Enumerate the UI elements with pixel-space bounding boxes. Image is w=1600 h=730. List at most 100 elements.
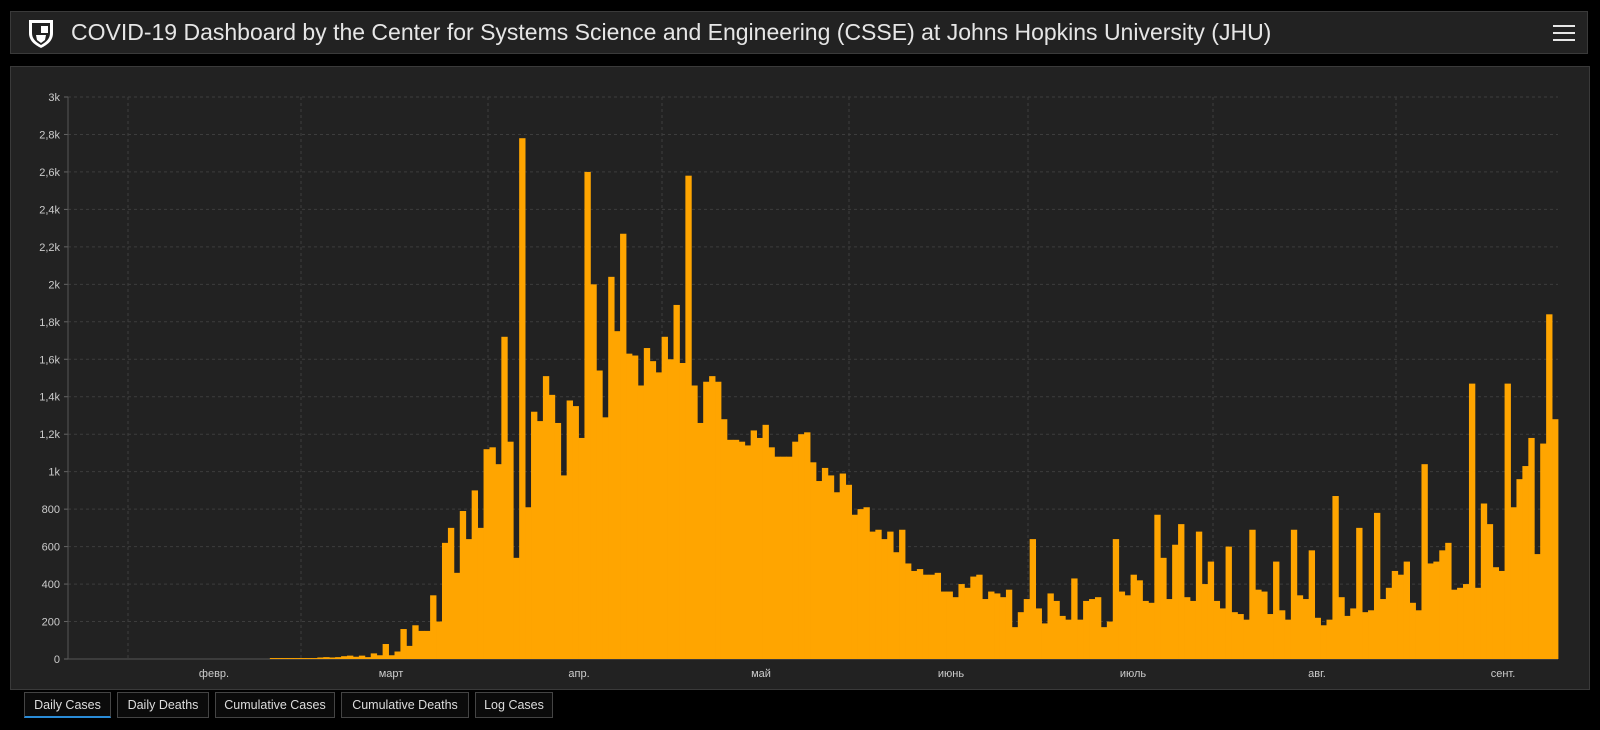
header-bar: COVID-19 Dashboard by the Center for Sys… [10, 11, 1588, 54]
bar [756, 437, 763, 659]
bar [1023, 599, 1031, 659]
bar [1546, 314, 1553, 659]
bar [667, 359, 674, 659]
bar [631, 355, 639, 659]
bar [1077, 619, 1084, 659]
bar [1255, 589, 1262, 659]
bar [513, 557, 520, 659]
bar [453, 572, 461, 659]
bar [1468, 383, 1476, 659]
jhu-shield-logo-icon [29, 20, 53, 48]
bar [578, 437, 585, 659]
bar [620, 233, 627, 659]
bar [851, 514, 858, 659]
bar [1308, 550, 1316, 659]
bar [1314, 617, 1321, 659]
bar [1231, 612, 1238, 659]
bar [323, 657, 330, 659]
bar [709, 376, 716, 659]
tab-cumulative-deaths[interactable]: Cumulative Deaths [341, 692, 469, 718]
bar [370, 653, 378, 659]
tab-daily-deaths[interactable]: Daily Deaths [117, 692, 209, 718]
bar [643, 348, 651, 659]
bar [798, 434, 805, 659]
tab-log-cases[interactable]: Log Cases [475, 692, 553, 718]
bar [982, 599, 989, 659]
bar [364, 657, 372, 659]
bar [1391, 570, 1399, 659]
bar [430, 595, 437, 659]
bar [732, 439, 740, 659]
bar [293, 658, 300, 659]
bar [1053, 600, 1060, 659]
bar [441, 542, 449, 659]
y-tick-label: 1,4k [39, 392, 60, 404]
bar [661, 336, 668, 659]
bar [916, 569, 924, 659]
bar [863, 507, 870, 659]
hamburger-menu-icon[interactable] [1553, 22, 1575, 44]
bar [1237, 614, 1244, 659]
x-tick-label: сент. [1491, 668, 1516, 680]
tab-daily-cases[interactable]: Daily Cases [24, 692, 111, 718]
bar [1522, 466, 1529, 659]
bar [459, 511, 467, 659]
bar [1160, 557, 1167, 659]
bar [1261, 591, 1268, 659]
bar [976, 574, 983, 659]
bar [1492, 567, 1500, 659]
bar [1249, 529, 1256, 659]
bar [679, 363, 686, 659]
bar [1219, 608, 1226, 659]
bar [1457, 587, 1464, 659]
bar [1474, 587, 1482, 659]
bar [1409, 602, 1416, 659]
bar [691, 385, 698, 659]
bar [341, 656, 348, 659]
bar [869, 531, 876, 659]
bar [299, 658, 306, 659]
bar [347, 655, 354, 659]
y-tick-label: 1k [48, 467, 60, 479]
bar [1302, 599, 1310, 659]
bar [1112, 539, 1120, 659]
x-tick-label: июнь [938, 668, 964, 680]
bar [1142, 600, 1149, 659]
bar [988, 591, 995, 659]
bar [1243, 619, 1250, 659]
bar [1427, 563, 1434, 659]
y-tick-label: 1,2k [39, 429, 60, 441]
bar [1065, 619, 1072, 659]
y-tick-label: 1,8k [39, 317, 60, 329]
y-tick-label: 3k [48, 92, 60, 104]
bar [887, 531, 894, 659]
y-tick-label: 200 [42, 617, 60, 629]
bar [382, 644, 389, 659]
bar [792, 441, 799, 659]
bar [994, 593, 1001, 659]
bar [572, 406, 579, 659]
bar [744, 445, 752, 659]
bar [726, 439, 734, 659]
bar [1201, 584, 1209, 659]
bar [590, 284, 597, 659]
bar [602, 417, 609, 659]
bar [412, 625, 419, 659]
bar [1172, 544, 1179, 659]
bar [1498, 570, 1505, 659]
bar [1433, 561, 1440, 659]
bar [1445, 542, 1452, 659]
bar [1528, 437, 1535, 659]
bar [400, 629, 407, 659]
bar [1130, 574, 1137, 659]
bar [1047, 593, 1054, 659]
bar [275, 658, 283, 659]
tab-cumulative-cases[interactable]: Cumulative Cases [215, 692, 335, 718]
bar [827, 475, 835, 659]
bar [560, 475, 568, 659]
bar [501, 336, 508, 659]
bar [750, 430, 758, 659]
bar [1379, 599, 1387, 659]
bar [536, 421, 544, 659]
bar [952, 597, 959, 659]
